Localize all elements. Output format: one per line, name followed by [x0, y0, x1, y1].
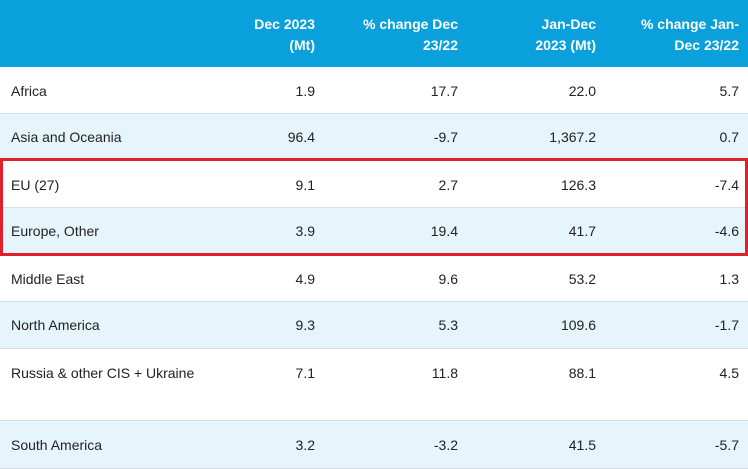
table-row: Middle East 4.9 9.6 53.2 1.3 — [0, 255, 748, 302]
table-header: Dec 2023 (Mt) % change Dec 23/22 Jan-Dec… — [0, 0, 748, 67]
jan-dec-2023-cell: 53.2 — [568, 271, 596, 287]
jan-dec-2023-cell: 41.5 — [568, 437, 596, 453]
header-pct-change-dec: % change Dec 23/22 — [363, 16, 458, 53]
pct-change-dec-cell: 2.7 — [438, 177, 458, 193]
pct-change-dec-cell: -9.7 — [433, 129, 458, 145]
table-row: North America 9.3 5.3 109.6 -1.7 — [0, 302, 748, 349]
header-pct-change-jan-dec: % change Jan- Dec 23/22 — [640, 16, 739, 53]
region-cell: Africa — [11, 83, 47, 99]
dec-2023-cell: 3.2 — [295, 437, 315, 453]
region-cell: Asia and Oceania — [11, 129, 122, 145]
dec-2023-cell: 4.9 — [295, 271, 315, 287]
jan-dec-2023-cell: 1,367.2 — [549, 129, 596, 145]
dec-2023-cell: 9.3 — [295, 317, 315, 333]
header-dec-2023: Dec 2023 (Mt) — [254, 16, 315, 53]
pct-change-jan-dec-cell: 1.3 — [719, 271, 739, 287]
region-cell: Middle East — [11, 271, 85, 287]
header-jan-dec-2023: Jan-Dec 2023 (Mt) — [535, 16, 596, 53]
table-row: Asia and Oceania 96.4 -9.7 1,367.2 0.7 — [0, 114, 748, 159]
table-row: EU (27) 9.1 2.7 126.3 -7.4 — [0, 159, 748, 208]
jan-dec-2023-cell: 88.1 — [568, 365, 596, 381]
pct-change-jan-dec-cell: 4.5 — [719, 365, 739, 381]
pct-change-dec-cell: 5.3 — [438, 317, 458, 333]
table-row: Russia & other CIS + Ukraine 7.1 11.8 88… — [0, 349, 748, 421]
jan-dec-2023-cell: 109.6 — [560, 317, 596, 333]
table-row: Africa 1.9 17.7 22.0 5.7 — [0, 67, 748, 114]
pct-change-jan-dec-cell: -1.7 — [714, 317, 739, 333]
pct-change-dec-cell: 11.8 — [431, 365, 458, 381]
table-row: Europe, Other 3.9 19.4 41.7 -4.6 — [0, 208, 748, 255]
pct-change-dec-cell: 17.7 — [430, 83, 458, 99]
region-cell: EU (27) — [11, 177, 60, 193]
dec-2023-cell: 1.9 — [295, 83, 315, 99]
jan-dec-2023-cell: 22.0 — [568, 83, 596, 99]
table-row: South America 3.2 -3.2 41.5 -5.7 — [0, 421, 748, 469]
dec-2023-cell: 7.1 — [295, 365, 315, 381]
region-cell: Europe, Other — [11, 223, 99, 239]
pct-change-jan-dec-cell: 0.7 — [719, 129, 739, 145]
pct-change-jan-dec-cell: -4.6 — [714, 223, 739, 239]
dec-2023-cell: 96.4 — [287, 129, 315, 145]
pct-change-dec-cell: 19.4 — [430, 223, 458, 239]
region-cell: North America — [11, 317, 100, 333]
pct-change-jan-dec-cell: -5.7 — [714, 437, 739, 453]
dec-2023-cell: 9.1 — [295, 177, 315, 193]
region-cell: South America — [11, 437, 103, 453]
jan-dec-2023-cell: 41.7 — [568, 223, 596, 239]
pct-change-jan-dec-cell: -7.4 — [714, 177, 739, 193]
jan-dec-2023-cell: 126.3 — [560, 177, 596, 193]
dec-2023-cell: 3.9 — [295, 223, 315, 239]
pct-change-dec-cell: -3.2 — [433, 437, 458, 453]
pct-change-jan-dec-cell: 5.7 — [719, 83, 739, 99]
region-cell: Russia & other CIS + Ukraine — [11, 365, 195, 381]
pct-change-dec-cell: 9.6 — [438, 271, 458, 287]
